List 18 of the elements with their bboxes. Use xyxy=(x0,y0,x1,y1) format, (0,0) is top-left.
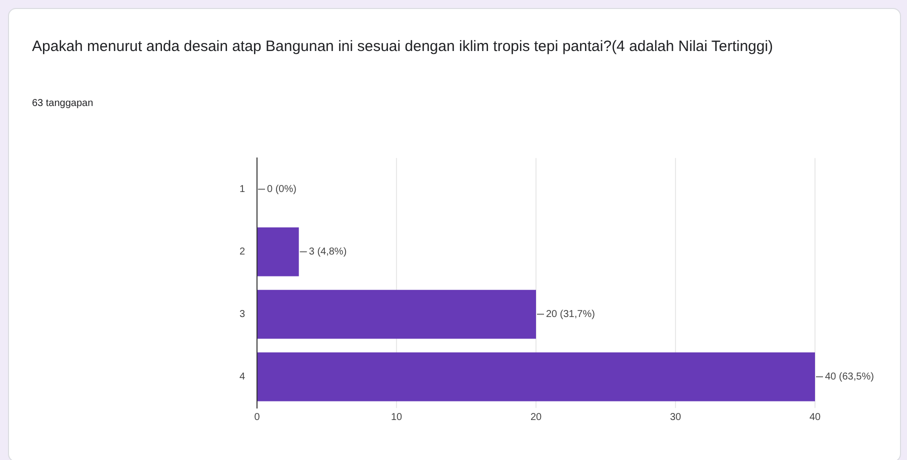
x-tick-label: 30 xyxy=(670,412,682,423)
bar xyxy=(258,352,815,402)
y-tick-label: 3 xyxy=(239,309,246,320)
data-label: 3 (4,8%) xyxy=(308,246,347,258)
bar xyxy=(258,227,299,276)
x-tick-label: 40 xyxy=(809,412,821,423)
text: 63 tanggapan xyxy=(32,98,94,109)
data-label: 0 (0%) xyxy=(267,184,296,195)
y-tick-label: 4 xyxy=(239,372,246,382)
x-tick-label: 0 xyxy=(254,412,260,423)
data-label: 20 (31,7%) xyxy=(546,309,595,320)
chart-title: Apakah menurut anda desain atap Bangunan ini sesuai dengan iklim tropis tepi pantai?(4 adalah Nilai Tertinggi) xyxy=(32,37,774,57)
y-tick-label: 2 xyxy=(239,246,246,258)
x-tick-label: 10 xyxy=(390,412,402,423)
bar xyxy=(258,290,536,339)
data-label: 40 (63,5%) xyxy=(825,372,874,382)
y-tick-label: 1 xyxy=(239,184,246,195)
x-tick-label: 20 xyxy=(530,412,542,423)
